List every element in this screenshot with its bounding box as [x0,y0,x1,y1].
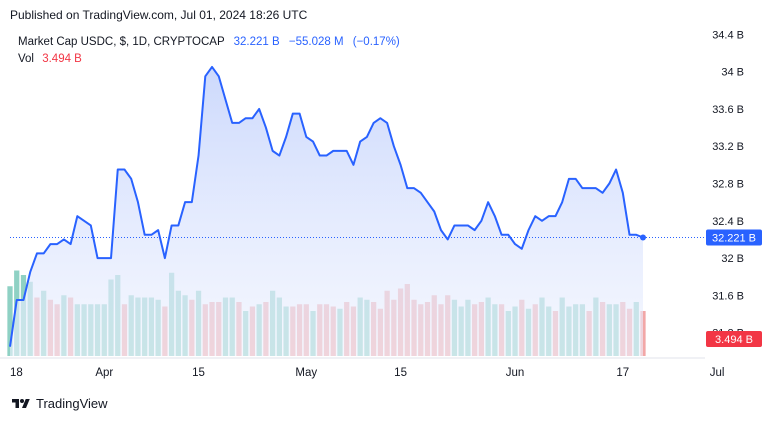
legend-price-row: Market Cap USDC, $, 1D, CRYPTOCAP 32.221… [18,34,400,51]
y-tick-label: 32.8 B [712,179,744,191]
legend-change-pct: (−0.17%) [352,36,400,48]
last-value-label-bg [706,229,762,246]
footer-brand: TradingView [36,396,108,411]
y-tick-label: 34 B [721,67,744,79]
price-chart[interactable]: 34.4 B 34 B 33.6 B 33.2 B 32.8 B 32.4 B 32 B 31… [0,0,776,390]
chart-legend: Market Cap USDC, $, 1D, CRYPTOCAP 32.221… [18,34,400,68]
series-line [9,65,644,347]
symbol-title[interactable]: Market Cap USDC, $, 1D, CRYPTOCAP [18,36,225,48]
y-tick-label: 33.2 B [712,141,744,153]
legend-change: −55.028 M [288,36,344,48]
y-tick-label: 34.4 B [712,29,744,41]
y-tick-label: 33.6 B [712,104,744,116]
legend-value: 32.221 B [233,36,280,48]
volume-label[interactable]: Vol [18,53,34,65]
x-tick-label: Apr [95,367,113,379]
volume-bar [7,286,13,356]
time-axis[interactable]: 18 Apr 15 May 15 Jun 17 Jul [0,357,725,379]
x-tick-label: 17 [616,367,629,379]
y-tick-label: 32 B [721,253,744,265]
x-tick-label: Jul [710,367,725,379]
x-tick-label: May [295,367,317,379]
volume-value: 3.494 B [42,53,82,65]
y-tick-label: 31.6 B [712,290,744,302]
last-value-labels: 32.221 B 3.494 B [706,229,762,347]
price-line [9,65,705,347]
x-tick-label: Jun [506,367,525,379]
area-fill [10,66,643,356]
last-point [640,234,646,241]
x-tick-label: 15 [192,367,205,379]
y-tick-label: 32.4 B [712,216,744,228]
last-value-label: 32.221 B [712,232,756,244]
tradingview-footer[interactable]: TradingView [10,396,108,411]
tradingview-logo-icon [12,398,30,408]
published-header: Published on TradingView.com, Jul 01, 20… [10,8,308,22]
price-axis[interactable]: 34.4 B 34 B 33.6 B 33.2 B 32.8 B 32.4 B 32 B 31… [712,29,744,339]
x-tick-label: 18 [10,367,23,379]
last-volume-label: 3.494 B [715,334,753,346]
x-tick-label: 15 [394,367,407,379]
area-path [10,66,643,356]
last-volume-label-bg [706,331,762,347]
legend-volume-row: Vol 3.494 B [18,51,400,68]
